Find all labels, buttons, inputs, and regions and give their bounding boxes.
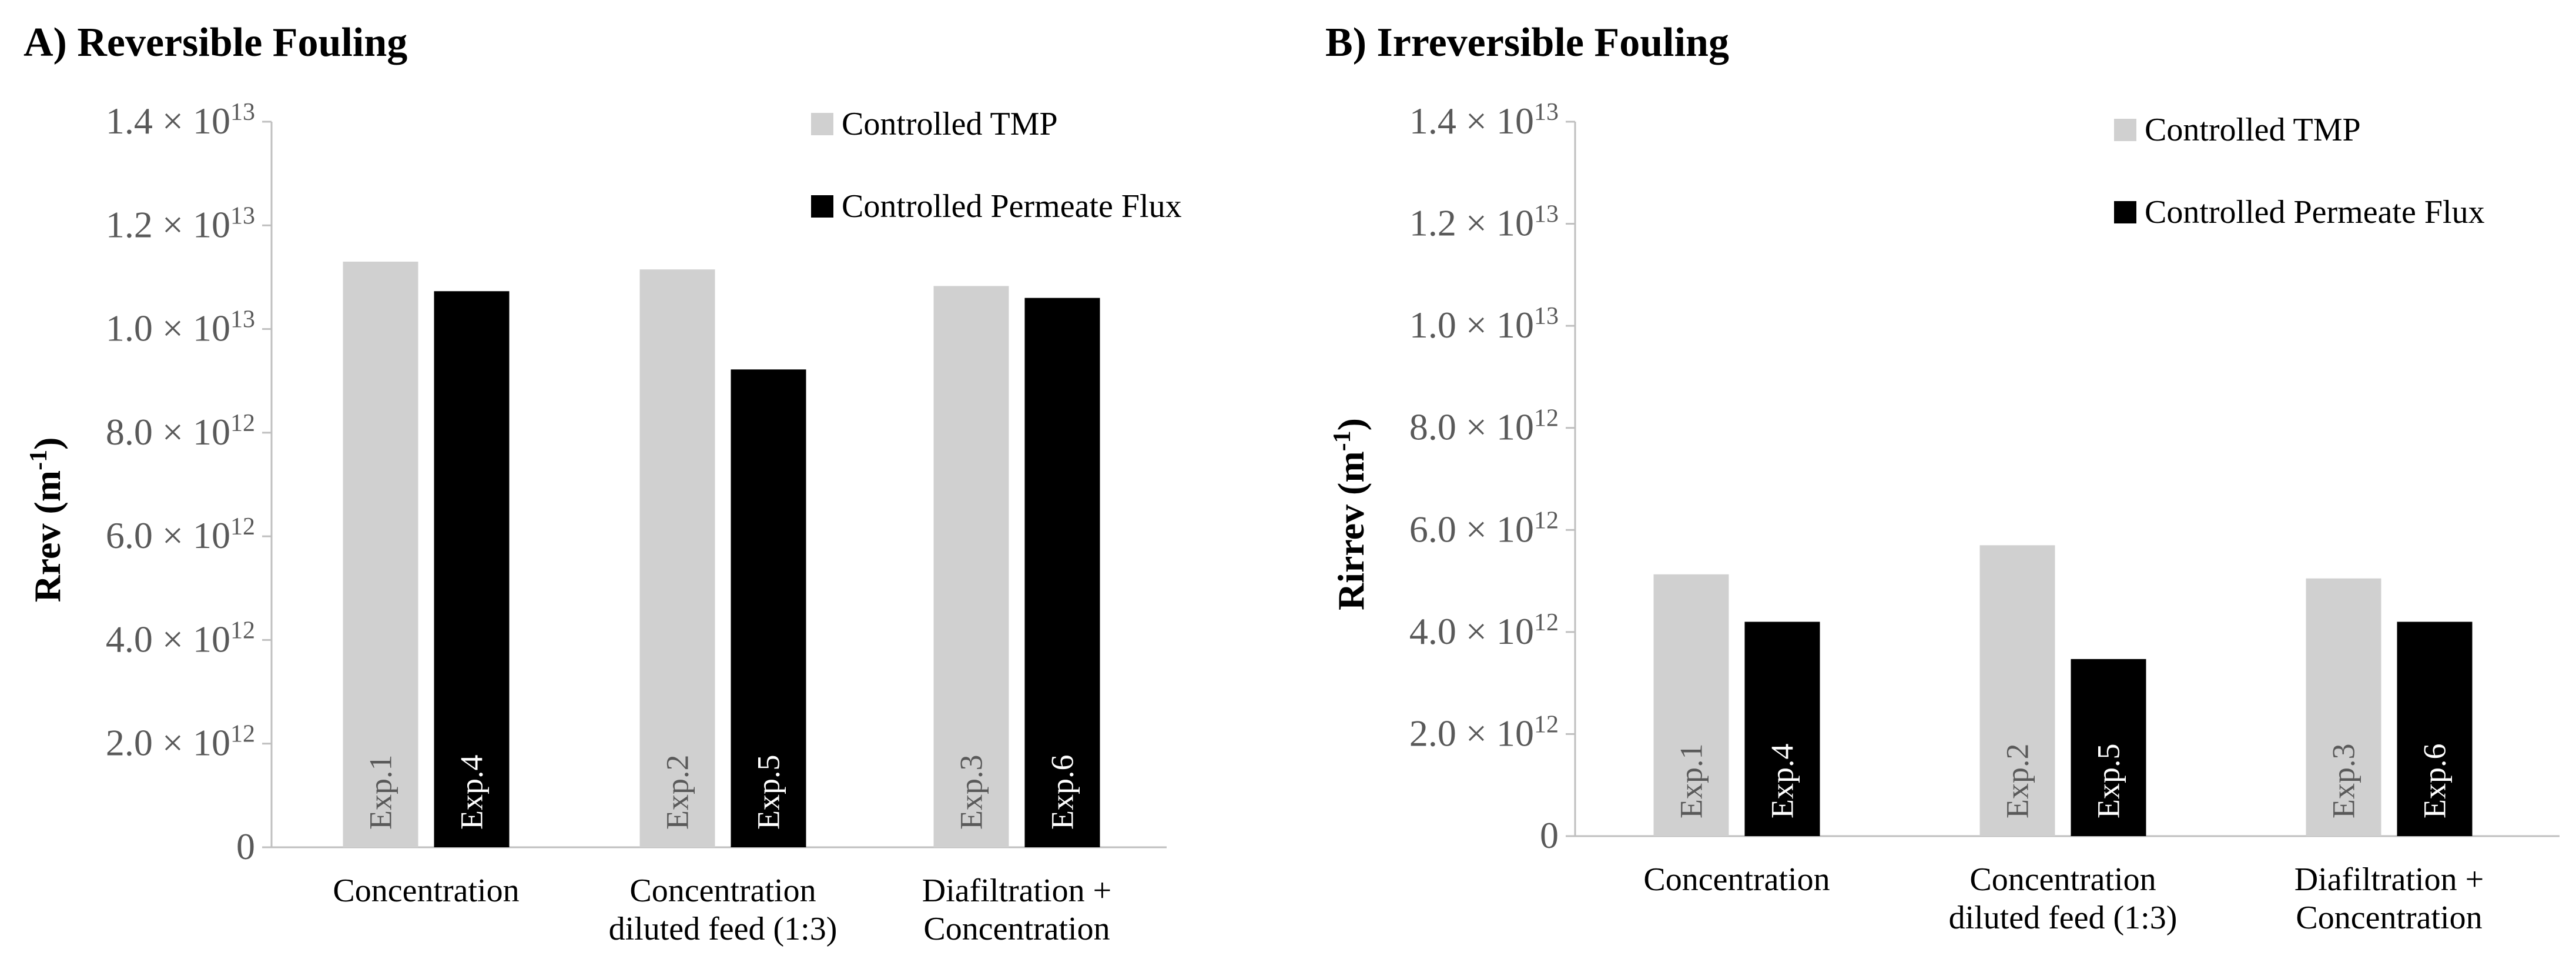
y-tick-label: 8.0 × 1012 <box>1409 405 1559 448</box>
y-tick-label: 4.0 × 1012 <box>106 617 255 660</box>
y-tick-label: 4.0 × 1012 <box>1409 609 1559 652</box>
y-tick-label: 1.4 × 1013 <box>1409 99 1559 142</box>
y-tick-label: 2.0 × 1012 <box>106 721 255 764</box>
bar-controlled-permeate-flux <box>2071 659 2146 836</box>
category-label: Concentration <box>1643 861 1830 898</box>
bar-label: Exp.6 <box>1045 755 1080 830</box>
panel-reversible-fouling: A) Reversible Fouling 0 2.0 × 1012 4.0 × 10… <box>24 20 1182 947</box>
legend-label: Controlled Permeate Flux <box>2145 194 2485 230</box>
category-label: Diafiltration + Concentration <box>2294 861 2484 936</box>
legend-label: Controlled TMP <box>2145 112 2361 148</box>
bar-controlled-tmp <box>2306 578 2381 836</box>
bar-controlled-permeate-flux <box>2397 621 2473 836</box>
y-tick-label: 1.0 × 1013 <box>106 306 255 349</box>
bar-controlled-permeate-flux <box>1024 298 1100 848</box>
y-tick-label: 0 <box>236 826 255 867</box>
panel-title: A) Reversible Fouling <box>24 20 407 65</box>
bar-controlled-permeate-flux <box>434 291 510 847</box>
bar-label: Exp.1 <box>1674 744 1709 819</box>
y-tick-label: 1.2 × 1013 <box>1409 201 1559 244</box>
bar-label: Exp.4 <box>454 755 490 830</box>
y-axis-label: Rrev (m-1) <box>25 437 68 603</box>
y-tick-label: 8.0 × 1012 <box>106 410 255 453</box>
y-axis-label: Rirrev (m-1) <box>1329 418 1372 610</box>
y-tick-label: 0 <box>1540 814 1559 856</box>
y-tick-label: 6.0 × 1012 <box>106 513 255 556</box>
bar-controlled-tmp <box>639 269 715 847</box>
y-tick-label: 1.4 × 1013 <box>106 99 255 142</box>
bar-controlled-tmp <box>933 286 1009 848</box>
bar-controlled-permeate-flux <box>731 369 806 847</box>
bar-label: Exp.1 <box>363 755 398 830</box>
bar-label: Exp.3 <box>2326 744 2361 819</box>
bar-controlled-tmp <box>1979 545 2055 836</box>
y-tick-label: 1.2 × 1013 <box>106 202 255 245</box>
category-label: Concentration diluted feed (1:3) <box>609 873 838 947</box>
legend-swatch-controlled-tmp <box>2114 119 2136 141</box>
legend-label: Controlled TMP <box>842 106 1058 142</box>
bar-label: Exp.2 <box>660 755 695 830</box>
category-label: Concentration diluted feed (1:3) <box>1949 861 2178 936</box>
bar-controlled-permeate-flux <box>1744 621 1820 836</box>
legend-swatch-controlled-tmp <box>811 113 833 135</box>
y-tick-label: 1.0 × 1013 <box>1409 303 1559 346</box>
bar-controlled-tmp <box>343 261 418 847</box>
bar-label: Exp.5 <box>2091 744 2126 819</box>
legend-label: Controlled Permeate Flux <box>842 188 1182 225</box>
legend-swatch-controlled-permeate-flux <box>2114 201 2136 223</box>
bar-label: Exp.6 <box>2417 744 2453 819</box>
bar-label: Exp.4 <box>1765 744 1800 819</box>
panel-title: B) Irreversible Fouling <box>1325 20 1729 65</box>
category-label: Concentration <box>333 873 519 909</box>
bar-label: Exp.3 <box>954 755 989 830</box>
bar-label: Exp.5 <box>751 755 786 830</box>
legend-swatch-controlled-permeate-flux <box>811 195 833 218</box>
panel-irreversible-fouling: B) Irreversible Fouling 0 2.0 × 1012 4.0 × … <box>1325 20 2560 936</box>
bar-controlled-tmp <box>1653 574 1729 836</box>
bar-label: Exp.2 <box>2000 744 2035 819</box>
y-tick-label: 6.0 × 1012 <box>1409 507 1559 550</box>
category-label: Diafiltration + Concentration <box>922 873 1111 947</box>
y-tick-label: 2.0 × 1012 <box>1409 711 1559 754</box>
